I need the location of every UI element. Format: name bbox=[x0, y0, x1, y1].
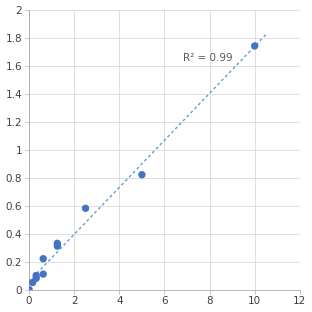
Point bbox=[83, 206, 88, 211]
Point bbox=[139, 172, 144, 177]
Point bbox=[55, 244, 60, 249]
Point bbox=[34, 276, 39, 281]
Text: R² = 0.99: R² = 0.99 bbox=[183, 53, 232, 63]
Point bbox=[41, 256, 46, 261]
Point bbox=[41, 272, 46, 277]
Point bbox=[30, 280, 35, 285]
Point bbox=[27, 287, 32, 292]
Point bbox=[34, 273, 39, 278]
Point bbox=[55, 241, 60, 246]
Point bbox=[252, 43, 257, 48]
